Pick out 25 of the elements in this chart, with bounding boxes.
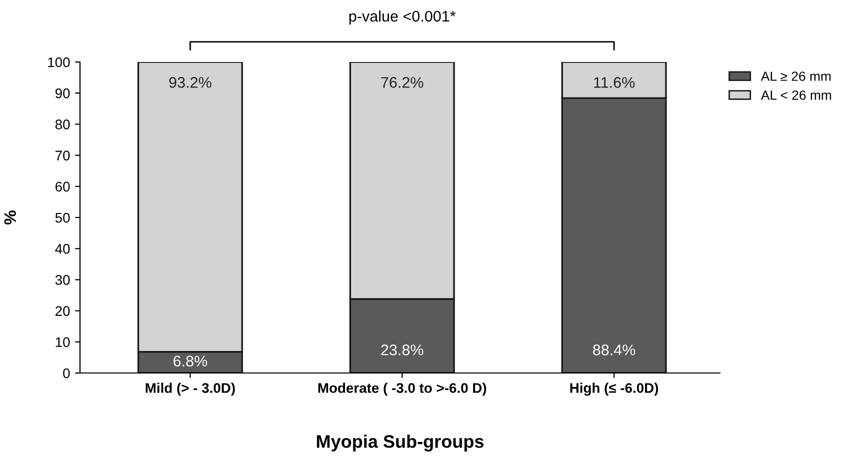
y-tick-label: 0 xyxy=(63,368,70,378)
y-tick-label: 20 xyxy=(56,306,70,316)
y-tick-label: 50 xyxy=(55,212,70,223)
x-tick-label: Moderate ( -3.0 to >-6.0 D) xyxy=(318,382,486,396)
x-axis-title: Myopia Sub-groups xyxy=(316,434,484,452)
legend-label: AL ≥ 26 mm xyxy=(760,72,831,81)
legend-label: AL < 26 mm xyxy=(760,90,832,100)
y-tick-label: 90 xyxy=(55,88,70,98)
x-tick-label: Mild (> - 3.0D) xyxy=(146,382,235,396)
y-tick-label: 40 xyxy=(55,244,70,254)
x-tick-label: High (≤ -6.0D) xyxy=(570,382,658,396)
y-tick-label: 70 xyxy=(56,150,70,160)
data-label: 88.4% xyxy=(593,344,636,356)
data-label: 11.6% xyxy=(594,77,635,88)
y-tick-label: 100 xyxy=(48,57,70,68)
y-tick-label: 30 xyxy=(55,275,70,285)
data-label: 76.2% xyxy=(381,77,424,88)
y-tick-label: 10 xyxy=(56,337,70,348)
data-label: 6.8% xyxy=(174,356,208,367)
y-tick-label: 60 xyxy=(56,182,70,192)
y-axis-title: % xyxy=(4,210,16,224)
y-tick-label: 80 xyxy=(55,120,70,130)
data-label: 23.8% xyxy=(381,344,424,356)
data-label: 93.2% xyxy=(169,77,212,88)
text: p-value <0.001* xyxy=(349,10,456,25)
